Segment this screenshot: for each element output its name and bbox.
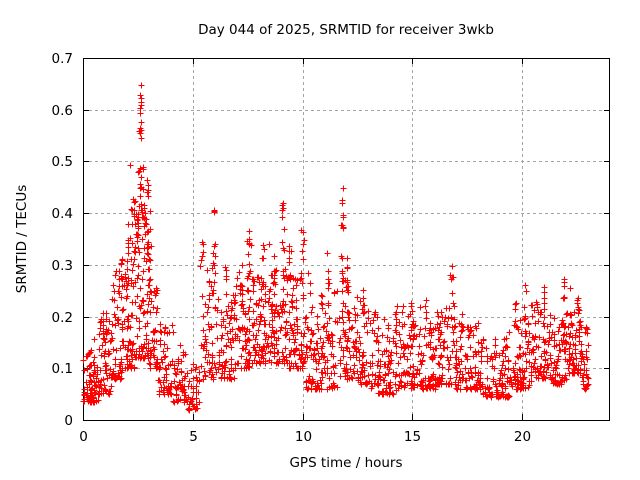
- x-tick-label: 0: [79, 429, 88, 445]
- chart-title: Day 044 of 2025, SRMTID for receiver 3wk…: [198, 22, 494, 38]
- y-tick-label: 0.4: [52, 206, 73, 222]
- y-tick-label: 0.5: [52, 154, 73, 170]
- y-tick-label: 0.2: [52, 310, 73, 326]
- y-tick-label: 0.7: [52, 51, 73, 67]
- x-tick-label: 10: [295, 429, 312, 445]
- x-tick-label: 20: [514, 429, 531, 445]
- scatter-points: [80, 82, 592, 414]
- plot-border: [83, 58, 610, 421]
- x-tick-label: 5: [189, 429, 198, 445]
- y-tick-label: 0.1: [52, 361, 73, 377]
- y-tick-label: 0: [64, 413, 73, 429]
- y-tick-label: 0.3: [52, 258, 73, 274]
- label-layer: Day 044 of 2025, SRMTID for receiver 3wk…: [14, 22, 531, 471]
- x-tick-label: 15: [404, 429, 421, 445]
- y-axis-label: SRMTID / TECUs: [14, 185, 30, 293]
- y-tick-label: 0.6: [52, 103, 73, 119]
- x-axis-label: GPS time / hours: [289, 455, 402, 471]
